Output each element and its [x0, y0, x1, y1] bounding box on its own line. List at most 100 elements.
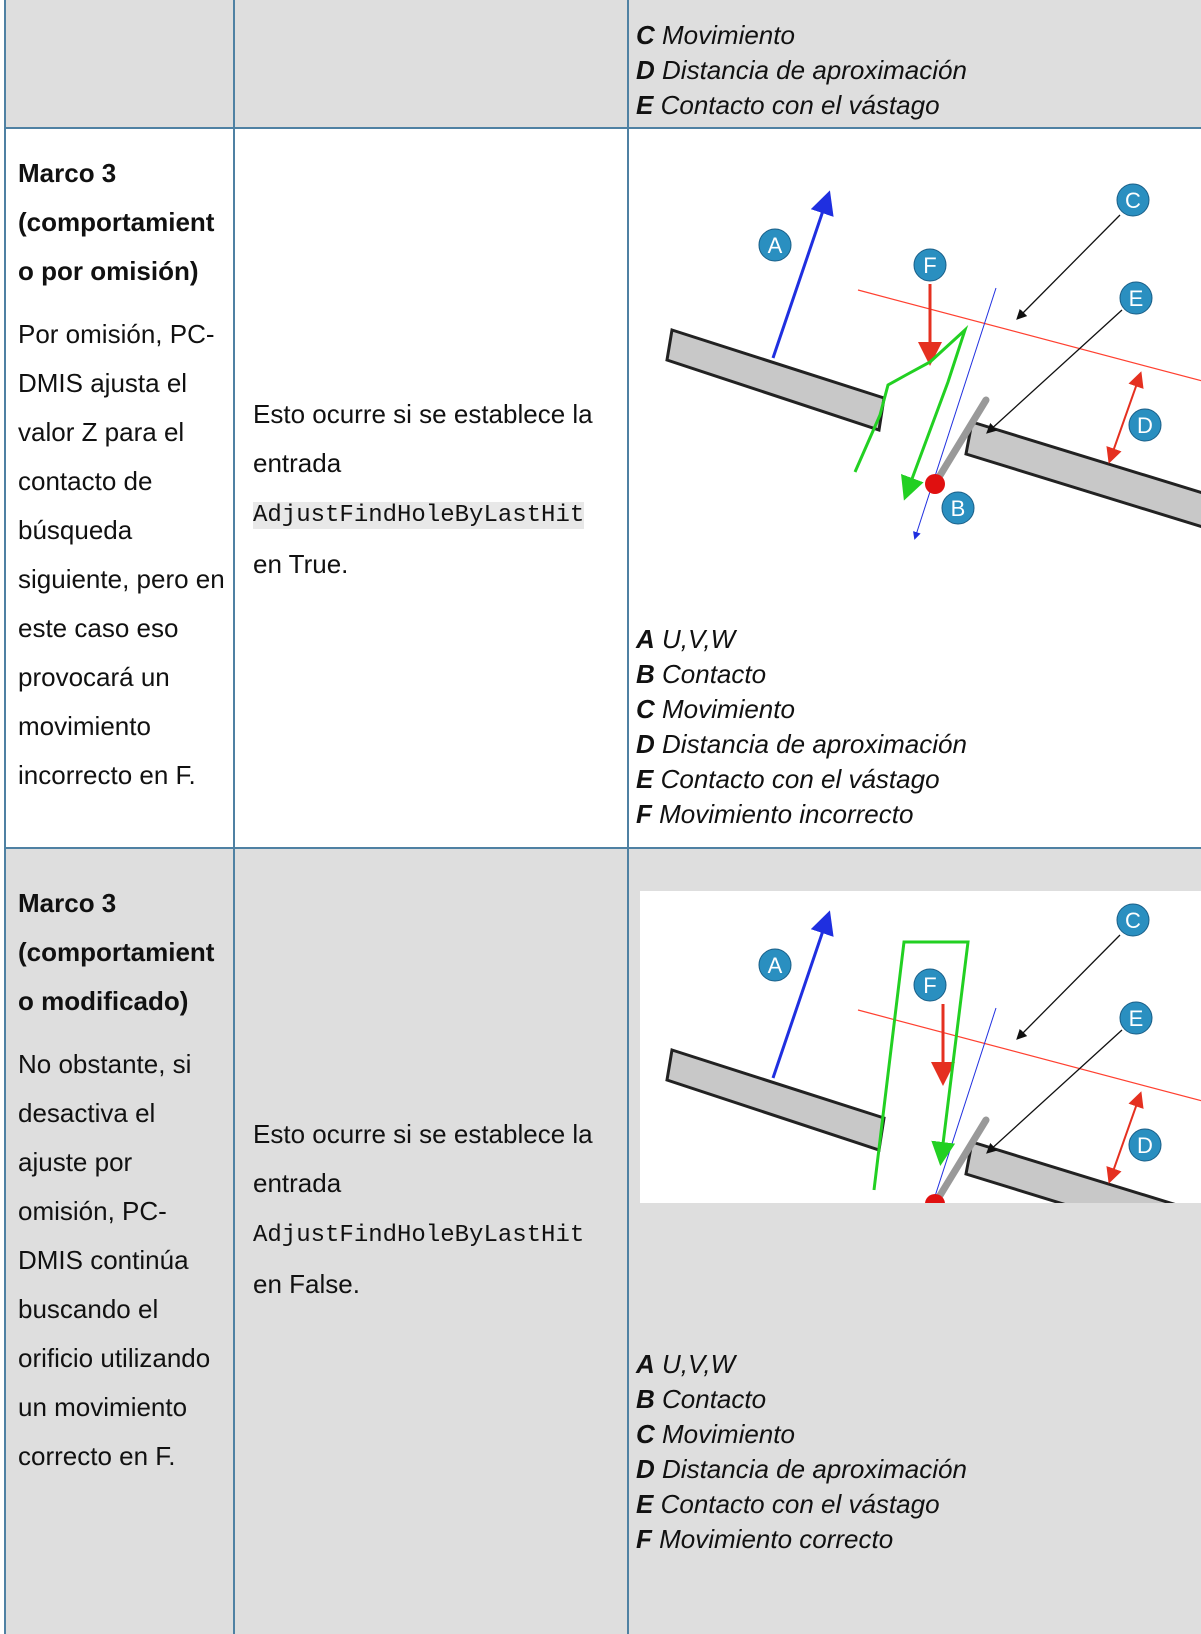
label-badge [758, 948, 792, 982]
legend-text: Contacto con el vástago [660, 1489, 940, 1519]
legend-item: D Distancia de aproximación [636, 1452, 967, 1487]
row: Marco 3 (comportamiento por omisión) Por… [4, 127, 1201, 849]
legend-text: Movimiento [662, 694, 795, 724]
diagram-label: B [951, 496, 966, 521]
legend-key: D [636, 1454, 655, 1484]
legend-text: U,V,W [662, 624, 736, 654]
legend-item: C Movimiento [636, 1417, 967, 1452]
slab [964, 1140, 1176, 1203]
legend-key: B [636, 659, 655, 689]
arrow [1106, 1091, 1144, 1184]
label-badge [1116, 903, 1150, 937]
legend-item: C Movimiento [636, 692, 967, 727]
legend-key: C [636, 20, 655, 50]
diagram: A B C D E F [665, 183, 1201, 540]
guide-line [857, 289, 1201, 382]
legend-text: Distancia de aproximación [662, 55, 967, 85]
legend-item: F Movimiento incorrecto [636, 797, 967, 832]
legend: A U,V,W B Contacto C Movimiento D Distancia… [636, 622, 967, 832]
arrow [986, 1029, 1123, 1154]
legend-key: D [636, 55, 655, 85]
code: AdjustFindHoleByLastHit [253, 501, 585, 529]
probe [932, 396, 990, 486]
legend-key: D [636, 729, 655, 759]
path-line [872, 940, 970, 1191]
diagram-label: D [1137, 1133, 1153, 1158]
label-badge [913, 248, 947, 282]
column-border [233, 0, 235, 1634]
legend-text: U,V,W [662, 1349, 736, 1379]
column-border [4, 0, 6, 1634]
arrow [1106, 371, 1144, 464]
legend-text: Distancia de aproximación [662, 729, 967, 759]
legend-key: E [636, 90, 654, 120]
label-badge [1119, 281, 1153, 315]
cell: Esto ocurre si se establece la entrada A… [253, 849, 609, 1569]
diagram-label: A [768, 233, 783, 258]
legend-item: D Distancia de aproximación [636, 53, 967, 88]
probe [932, 1116, 990, 1203]
arrow [1016, 214, 1121, 320]
condition: Esto ocurre si se establece la entrada A… [253, 1110, 609, 1309]
text: Esto ocurre si se establece la entrada [253, 398, 593, 478]
row-description: No obstante, si desactiva el ajuste por … [18, 1049, 211, 1471]
label-badge [1128, 1128, 1162, 1162]
legend-key: B [636, 1384, 655, 1414]
arrow [986, 309, 1123, 434]
legend-item: E Contacto con el vástago [636, 88, 967, 123]
slab [665, 328, 886, 432]
legend-item: A U,V,W [636, 1347, 967, 1382]
row-title: Marco 3 (comportamiento por omisión) [18, 158, 215, 286]
code: AdjustFindHoleByLastHit [253, 1221, 585, 1249]
cell: Marco 3 (comportamiento modificado) No o… [18, 879, 230, 1481]
arrow [771, 910, 834, 1079]
slab [964, 420, 1201, 529]
row-title: Marco 3 (comportamiento modificado) [18, 888, 215, 1016]
legend-item: E Contacto con el vástago [636, 1487, 967, 1522]
diagram-label: C [1125, 908, 1141, 933]
legend-key: A [636, 624, 655, 654]
legend-text: Contacto [662, 659, 767, 689]
legend-key: C [636, 694, 655, 724]
legend-item: A U,V,W [636, 622, 967, 657]
legend-item: B Contacto [636, 1382, 967, 1417]
path-line [853, 325, 969, 501]
legend-key: F [636, 1524, 652, 1554]
label-badge [1119, 1001, 1153, 1035]
legend-item: F Movimiento correcto [636, 1522, 967, 1557]
label-badge [1128, 408, 1162, 442]
diagram-label: D [1137, 413, 1153, 438]
diagram-label: C [1125, 188, 1141, 213]
diagram-label: F [923, 253, 936, 278]
legend-text: Movimiento correcto [659, 1524, 894, 1554]
legend-text: Movimiento [662, 20, 795, 50]
diagram-label: E [1129, 286, 1144, 311]
row-description: Por omisión, PC-DMIS ajusta el valor Z p… [18, 319, 225, 790]
legend-key: A [636, 1349, 655, 1379]
text: en False. [253, 1268, 360, 1299]
legend-text: Movimiento [662, 1419, 795, 1449]
text: en True. [253, 548, 349, 579]
legend-item: E Contacto con el vástago [636, 762, 967, 797]
label-badge [758, 228, 792, 262]
legend-item: C Movimiento [636, 18, 967, 53]
legend-key: E [636, 764, 654, 794]
legend-text: Contacto con el vástago [660, 90, 940, 120]
guide-line [857, 1009, 1201, 1102]
probe-tip [925, 474, 945, 494]
legend-item: D Distancia de aproximación [636, 727, 967, 762]
legend-key: F [636, 799, 652, 829]
legend: C Movimiento D Distancia de aproximación… [636, 18, 967, 123]
legend-key: E [636, 1489, 654, 1519]
guide-line [932, 1007, 997, 1203]
label-badge [1116, 183, 1150, 217]
column-border [627, 0, 629, 1634]
diagram-label: A [768, 953, 783, 978]
legend-item: B Contacto [636, 657, 967, 692]
legend-text: Movimiento incorrecto [659, 799, 914, 829]
label-badge [941, 491, 975, 525]
text: Esto ocurre si se establece la entrada [253, 1118, 593, 1198]
row: Marco 3 (comportamiento modificado) No o… [4, 847, 1201, 1634]
